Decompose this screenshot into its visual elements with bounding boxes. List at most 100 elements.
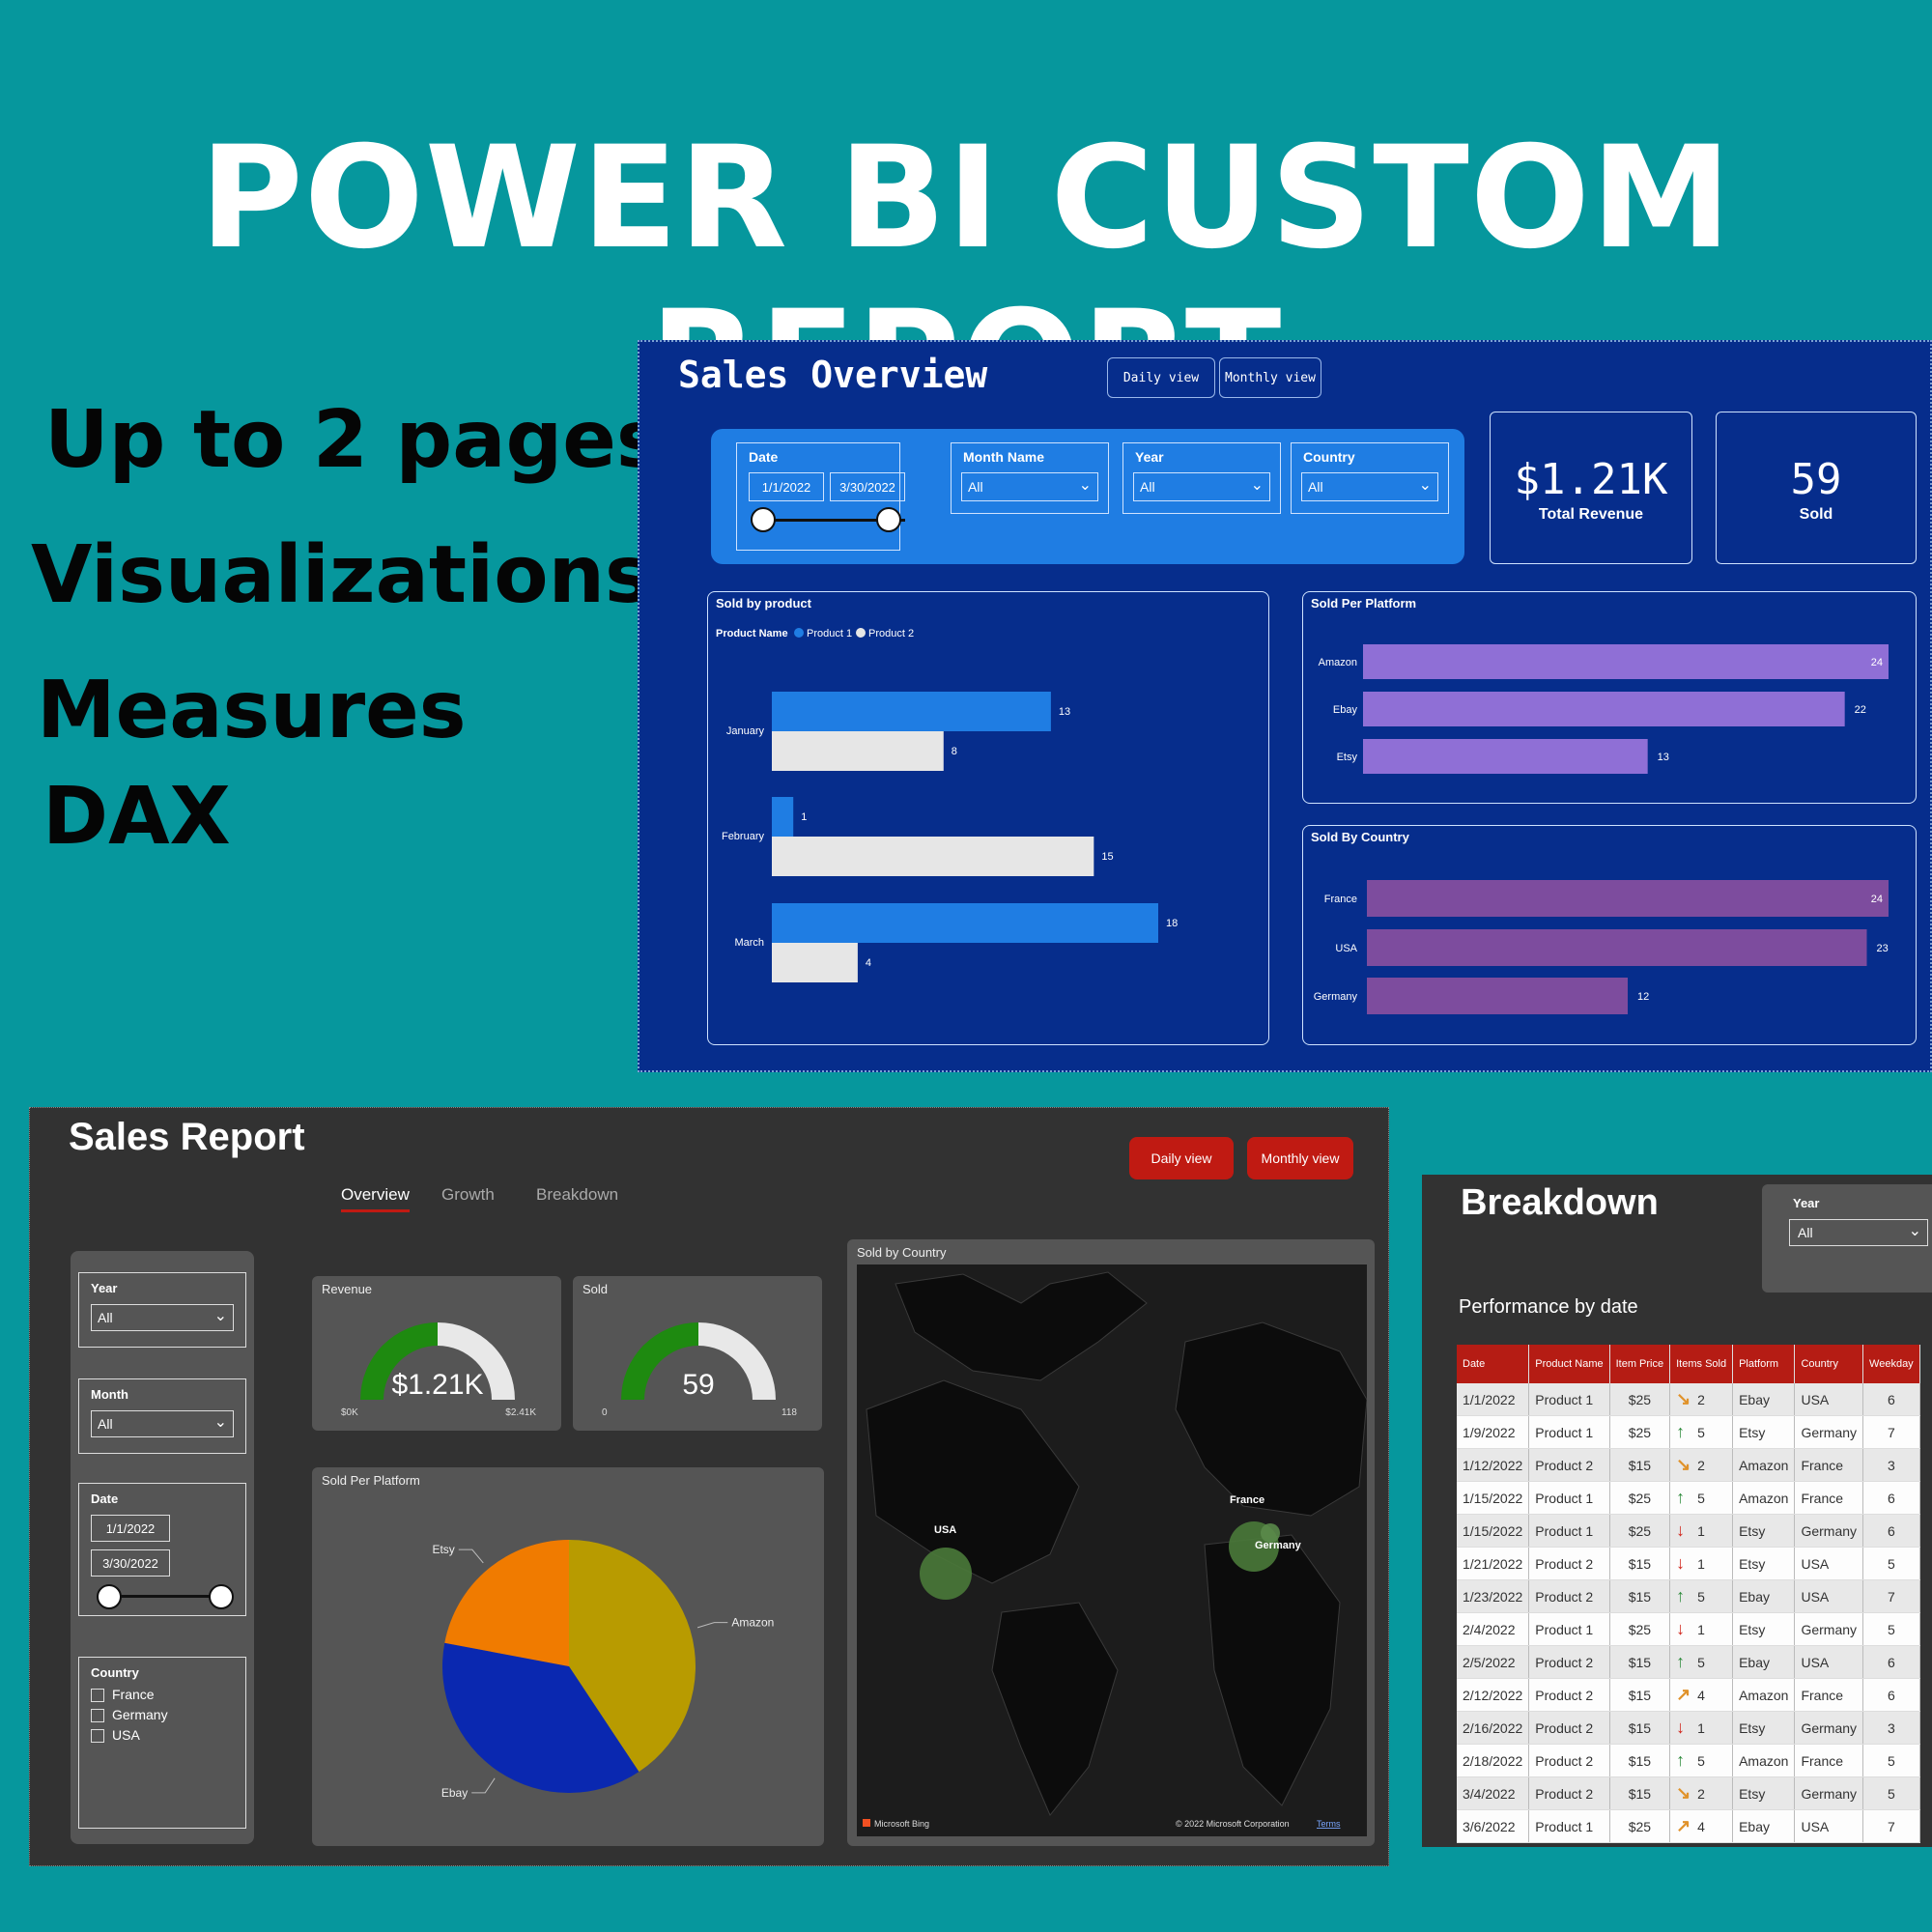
column-header[interactable]: Date xyxy=(1457,1345,1530,1383)
report-month-slicer[interactable]: Month All ⌄ xyxy=(78,1378,246,1454)
country-slicer-label: Country xyxy=(1303,449,1355,465)
date-to-input[interactable]: 3/30/2022 xyxy=(830,472,905,501)
year-dropdown[interactable]: All ⌄ xyxy=(1133,472,1270,501)
country-option-germany[interactable]: Germany xyxy=(91,1705,168,1725)
country-option-france[interactable]: France xyxy=(91,1685,168,1705)
report-month-dropdown[interactable]: All ⌄ xyxy=(91,1410,234,1437)
items-sold-value: 2 xyxy=(1697,1786,1705,1802)
table-row: 1/15/2022 Product 1 $25 ↑ 5 Amazon France 6 xyxy=(1457,1481,1920,1515)
sold-per-platform-card: Sold Per Platform Amazon 24 Ebay 22 Etsy 13 xyxy=(1302,591,1917,804)
table-cell: $15 xyxy=(1609,1579,1671,1613)
breakdown-year-value: All xyxy=(1798,1225,1813,1240)
column-header[interactable]: Item Price xyxy=(1609,1345,1671,1383)
report-year-dropdown[interactable]: All ⌄ xyxy=(91,1304,234,1331)
table-cell: 2/18/2022 xyxy=(1457,1744,1530,1777)
column-header[interactable]: Platform xyxy=(1732,1345,1796,1383)
checkbox-icon[interactable] xyxy=(91,1709,104,1723)
items-sold-value: 5 xyxy=(1697,1491,1705,1506)
items-sold-value: 1 xyxy=(1697,1622,1705,1637)
table-cell: 1/12/2022 xyxy=(1457,1448,1530,1482)
report-date-start-handle[interactable] xyxy=(97,1584,122,1609)
legend-marker xyxy=(794,628,804,638)
arrow-diagonal-icon: ↘ xyxy=(1676,1783,1691,1803)
checkbox-icon[interactable] xyxy=(91,1729,104,1744)
items-sold-cell: ↓ 1 xyxy=(1669,1612,1734,1646)
report-date-slicer[interactable]: Date 1/1/2022 3/30/2022 xyxy=(78,1483,246,1616)
report-date-from[interactable]: 1/1/2022 xyxy=(91,1515,170,1542)
tab-growth[interactable]: Growth xyxy=(441,1185,495,1204)
table-row: 1/9/2022 Product 1 $25 ↑ 5 Etsy Germany 7 xyxy=(1457,1415,1920,1449)
table-cell: Etsy xyxy=(1732,1711,1796,1745)
report-date-end-handle[interactable] xyxy=(209,1584,234,1609)
breakdown-year-label: Year xyxy=(1793,1196,1820,1210)
table-cell: France xyxy=(1794,1744,1864,1777)
column-header[interactable]: Country xyxy=(1794,1345,1864,1383)
report-monthly-view-button[interactable]: Monthly view xyxy=(1247,1137,1353,1179)
breakdown-year-dropdown[interactable]: All ⌄ xyxy=(1789,1219,1928,1246)
arrow-down-icon: ↓ xyxy=(1676,1718,1686,1737)
table-cell: USA xyxy=(1794,1383,1864,1416)
year-slicer[interactable]: Year All ⌄ xyxy=(1122,442,1281,514)
map-attribution-bing: Microsoft Bing xyxy=(874,1819,929,1829)
tab-overview[interactable]: Overview xyxy=(341,1185,410,1212)
column-header[interactable]: Items Sold xyxy=(1669,1345,1734,1383)
country-slicer[interactable]: Country All ⌄ xyxy=(1291,442,1449,514)
report-daily-view-button[interactable]: Daily view xyxy=(1129,1137,1234,1179)
kpi-revenue-label: Total Revenue xyxy=(1538,506,1644,523)
arrow-up-icon: ↑ xyxy=(1676,1652,1686,1671)
column-header[interactable]: Weekday xyxy=(1862,1345,1920,1383)
table-cell: 1/15/2022 xyxy=(1457,1481,1530,1515)
breakdown-year-slicer[interactable]: Year All ⌄ xyxy=(1762,1184,1932,1293)
kpi-sold-label: Sold xyxy=(1799,506,1833,523)
kpi-total-revenue: $1.21K Total Revenue xyxy=(1490,412,1692,564)
table-cell: 1/1/2022 xyxy=(1457,1383,1530,1416)
date-slicer-label: Date xyxy=(749,449,779,465)
month-dropdown[interactable]: All ⌄ xyxy=(961,472,1098,501)
data-label: 15 xyxy=(1101,851,1113,863)
table-cell: Product 2 xyxy=(1528,1711,1610,1745)
table-cell: Germany xyxy=(1794,1711,1864,1745)
revenue-gauge: $1.21K $0K $2.41K xyxy=(341,1322,536,1418)
date-start-handle[interactable] xyxy=(751,507,776,532)
map-bubble-usa xyxy=(920,1548,972,1600)
table-cell: 1/9/2022 xyxy=(1457,1415,1530,1449)
table-cell: 7 xyxy=(1862,1809,1920,1843)
revenue-gauge-card: Revenue $1.21K $0K $2.41K xyxy=(312,1276,561,1431)
date-end-handle[interactable] xyxy=(876,507,901,532)
country-option-usa[interactable]: USA xyxy=(91,1725,168,1746)
feature-pages: Up to 2 pages xyxy=(44,394,664,486)
sold-per-platform-pie-card: Sold Per Platform Amazon Ebay Etsy xyxy=(312,1467,824,1846)
date-from-input[interactable]: 1/1/2022 xyxy=(749,472,824,501)
map-terms-link: Terms xyxy=(1317,1819,1341,1829)
category-label: January xyxy=(726,725,765,737)
column-header[interactable]: Product Name xyxy=(1528,1345,1610,1383)
table-cell: Product 1 xyxy=(1528,1809,1610,1843)
chevron-down-icon: ⌄ xyxy=(213,1414,227,1431)
gauge-fill xyxy=(360,1322,438,1400)
report-year-value: All xyxy=(98,1310,113,1325)
breakdown-subtitle: Performance by date xyxy=(1459,1296,1638,1318)
table-cell: Germany xyxy=(1794,1612,1864,1646)
tab-breakdown[interactable]: Breakdown xyxy=(536,1185,619,1204)
daily-view-button[interactable]: Daily view xyxy=(1107,357,1215,398)
overview-title: Sales Overview xyxy=(678,354,988,396)
date-slicer[interactable]: Date 1/1/2022 3/30/2022 xyxy=(736,442,905,551)
report-year-slicer[interactable]: Year All ⌄ xyxy=(78,1272,246,1348)
data-label: 8 xyxy=(952,746,957,757)
world-map[interactable]: USA France Germany Microsoft Bing © 2022… xyxy=(857,1264,1367,1836)
report-date-label: Date xyxy=(91,1492,119,1506)
month-slicer[interactable]: Month Name All ⌄ xyxy=(951,442,1109,514)
table-row: 1/1/2022 Product 1 $25 ↘ 2 Ebay USA 6 xyxy=(1457,1383,1920,1416)
country-dropdown[interactable]: All ⌄ xyxy=(1301,472,1438,501)
report-date-to[interactable]: 3/30/2022 xyxy=(91,1549,170,1577)
table-cell: France xyxy=(1794,1448,1864,1482)
sold-by-country-map-card: Sold by Country USA France Germany Micro… xyxy=(847,1239,1375,1846)
table-row: 1/23/2022 Product 2 $15 ↑ 5 Ebay USA 7 xyxy=(1457,1579,1920,1613)
table-cell: $25 xyxy=(1609,1612,1671,1646)
map-title: Sold by Country xyxy=(857,1245,947,1260)
report-country-slicer[interactable]: Country France Germany USA xyxy=(78,1657,246,1829)
sold-by-product-card: Sold by product Product Name Product 1 Pro… xyxy=(707,591,1269,1045)
monthly-view-button[interactable]: Monthly view xyxy=(1219,357,1321,398)
checkbox-icon[interactable] xyxy=(91,1689,104,1703)
data-label: 22 xyxy=(1855,704,1866,716)
